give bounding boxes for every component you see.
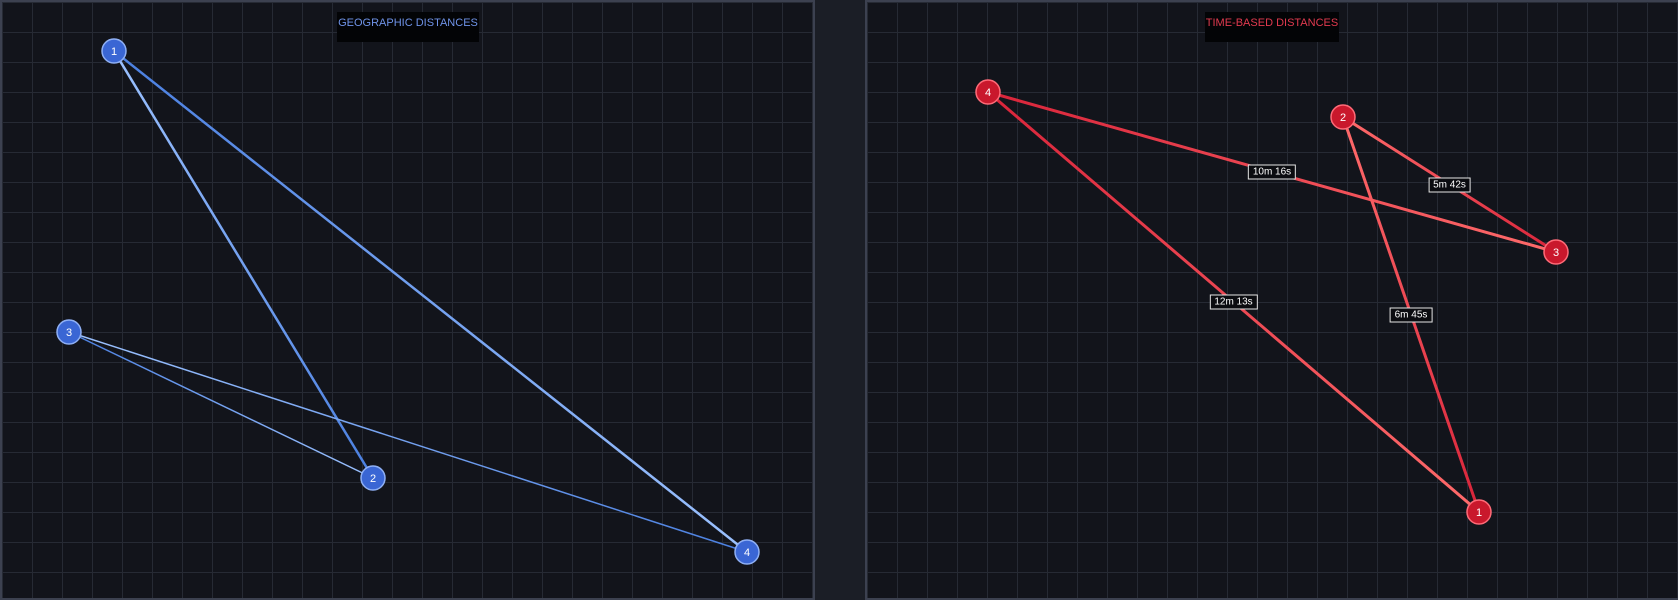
time-panel-title: TIME-BASED DISTANCES xyxy=(1205,12,1339,42)
node-3-label: 3 xyxy=(66,327,72,339)
node-2[interactable]: 2 xyxy=(360,465,386,491)
time-graph: 1 2 3 4 xyxy=(975,79,1569,525)
node-2-circle[interactable] xyxy=(1330,104,1356,130)
edge-1-4 xyxy=(112,49,749,554)
node-1-label: 1 xyxy=(1476,507,1482,519)
edge-3-2 xyxy=(68,331,374,479)
edge-label-4-1: 12m 13s xyxy=(1209,294,1258,310)
node-4-circle[interactable] xyxy=(975,79,1001,105)
edge-label-4-3: 10m 16s xyxy=(1247,164,1297,180)
node-1[interactable]: 1 xyxy=(1466,499,1492,525)
node-2-label: 2 xyxy=(1340,112,1346,124)
geographic-graph: 1 2 3 4 xyxy=(56,38,760,565)
node-4-label: 4 xyxy=(985,87,991,99)
node-2-label: 2 xyxy=(370,473,376,485)
node-1-circle[interactable] xyxy=(101,38,127,64)
node-1[interactable]: 1 xyxy=(101,38,127,64)
edge-3-4 xyxy=(68,331,748,553)
node-4[interactable]: 4 xyxy=(734,539,760,565)
node-2-circle[interactable] xyxy=(360,465,386,491)
node-4-circle[interactable] xyxy=(734,539,760,565)
node-2[interactable]: 2 xyxy=(1330,104,1356,130)
geographic-panel: 1 2 3 4 GEOGRAPHIC DISTANCES xyxy=(0,0,815,600)
edge-1-2 xyxy=(112,49,375,480)
node-3-label: 3 xyxy=(1553,247,1559,259)
node-3-circle[interactable] xyxy=(56,319,82,345)
edge-label-2-1: 6m 45s xyxy=(1389,307,1433,322)
node-3[interactable]: 3 xyxy=(1543,239,1569,265)
geographic-panel-title: GEOGRAPHIC DISTANCES xyxy=(337,12,479,42)
node-1-label: 1 xyxy=(111,46,117,58)
node-4-label: 4 xyxy=(744,547,750,559)
node-3[interactable]: 3 xyxy=(56,319,82,345)
node-3-circle[interactable] xyxy=(1543,239,1569,265)
node-1-circle[interactable] xyxy=(1466,499,1492,525)
edge-label-2-3: 5m 42s xyxy=(1428,177,1471,192)
node-4[interactable]: 4 xyxy=(975,79,1001,105)
